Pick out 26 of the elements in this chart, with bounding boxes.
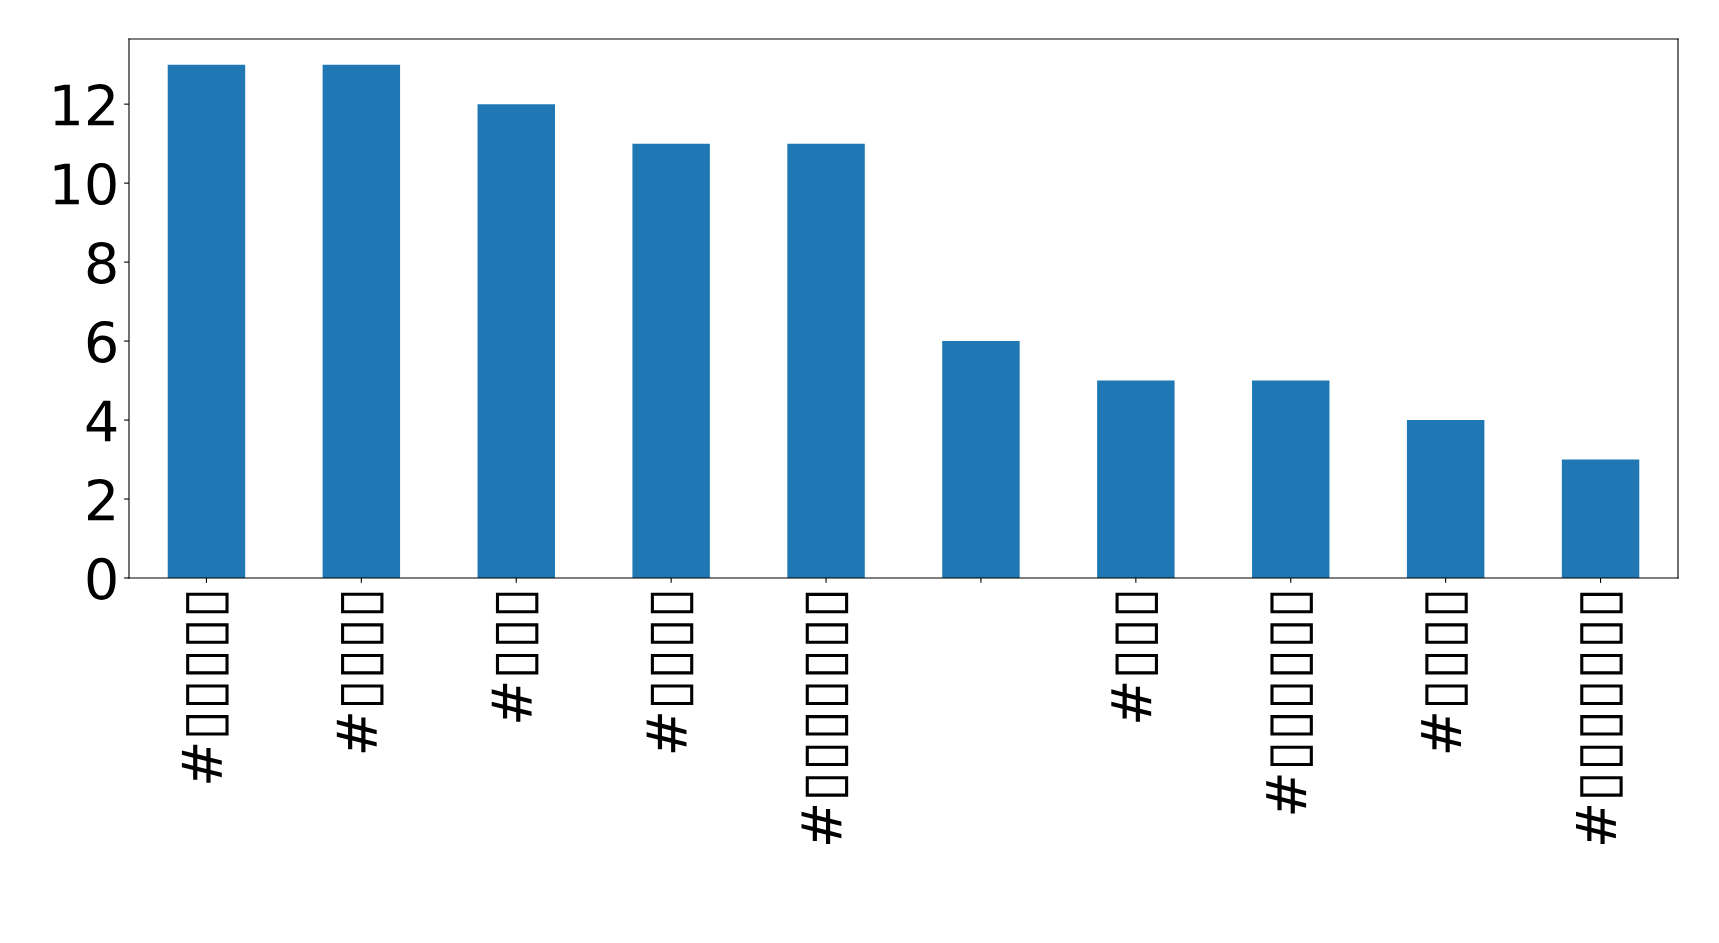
y-tick-label: 12: [54, 84, 114, 126]
bar: [787, 143, 865, 578]
x-tick-label: #▯▯▯: [491, 592, 539, 722]
y-tick-label: 8: [87, 241, 116, 284]
x-tick-label: #▯▯▯▯: [646, 592, 694, 753]
x-tick-label: #▯▯▯▯▯: [181, 592, 229, 783]
x-tick-label: #▯▯▯▯▯▯: [1266, 592, 1313, 814]
bar: [942, 341, 1020, 578]
bar: [1561, 459, 1640, 578]
x-tick-label: #▯▯▯▯: [336, 592, 384, 753]
bar: [167, 64, 246, 578]
y-tick-label: 0: [87, 557, 116, 600]
bar: [1252, 380, 1330, 578]
x-tick-label: #▯▯▯: [1111, 592, 1158, 722]
y-tick-label: 4: [86, 400, 117, 442]
bar: [1406, 420, 1485, 578]
bar: [322, 64, 401, 578]
bar: [632, 143, 710, 578]
y-tick-label: 10: [54, 163, 116, 206]
x-tick-label: #▯▯▯▯▯▯▯: [801, 592, 849, 844]
x-tick-label: #▯▯▯▯▯▯▯: [1576, 592, 1623, 844]
y-tick-label: 2: [88, 478, 114, 521]
bar: [477, 104, 555, 578]
x-tick-label: #▯▯▯▯: [1421, 592, 1468, 753]
y-tick-label: 6: [87, 320, 116, 363]
bar: [1097, 380, 1175, 578]
